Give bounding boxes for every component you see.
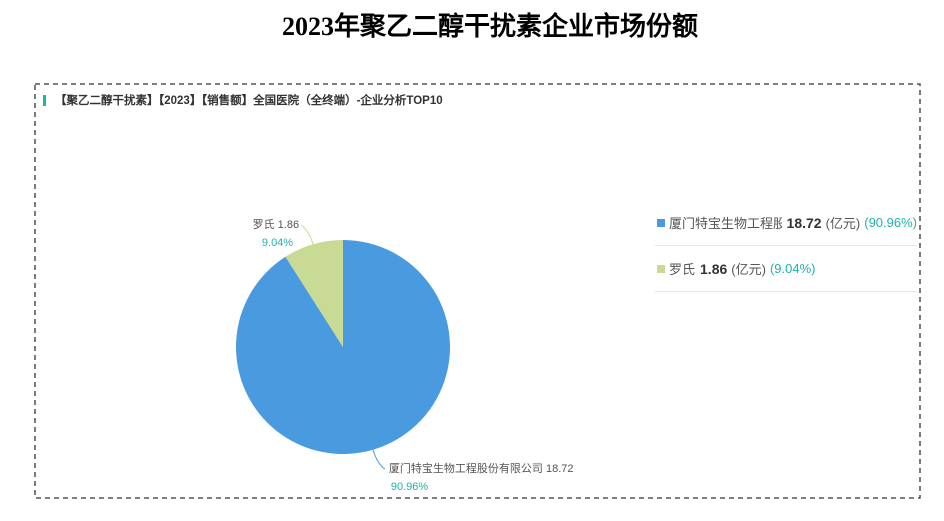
leader-line <box>300 224 314 245</box>
legend-value: 18.72 <box>786 214 822 231</box>
legend-item: 厦门特宝生物工程股份有限公司 18.72(亿元)(90.96%) <box>655 200 917 246</box>
data-label-name: 罗氏 <box>253 218 275 231</box>
legend-value: 1.86 <box>700 260 728 277</box>
legend-swatch <box>657 264 665 273</box>
data-label-name: 厦门特宝生物工程股份有限公司 <box>389 461 543 475</box>
chart-title: 2023年聚乙二醇干扰素企业市场份额 <box>282 11 698 41</box>
data-label-value: 1.86 <box>278 219 299 231</box>
legend-unit: (亿元) <box>731 262 766 277</box>
subtitle: 【聚乙二醇干扰素】【2023】【销售额】全国医院（全终端）-企业分析TOP10 <box>55 93 443 107</box>
legend-share: (90.96%) <box>864 215 917 230</box>
share-label: 9.04% <box>262 237 293 249</box>
legend-label: 罗氏 <box>669 262 696 277</box>
legend-unit: (亿元) <box>825 216 861 231</box>
pie-slice <box>235 240 450 454</box>
legend-label: 厦门特宝生物工程股份有限公司 <box>669 216 782 231</box>
share-label: 90.96% <box>391 481 429 493</box>
data-label: 厦门特宝生物工程股份有限公司 18.72 <box>389 461 574 475</box>
data-label: 罗氏 1.86 <box>253 218 299 231</box>
legend-swatch <box>657 218 665 227</box>
leader-line <box>372 449 386 470</box>
pie-slice <box>285 240 343 347</box>
subtitle-marker <box>43 95 46 106</box>
legend-share: (9.04%) <box>769 261 816 276</box>
data-label-value: 18.72 <box>546 463 574 475</box>
frame <box>34 83 921 499</box>
legend-item: 罗氏 1.86 (亿元) (9.04%) <box>655 246 917 292</box>
